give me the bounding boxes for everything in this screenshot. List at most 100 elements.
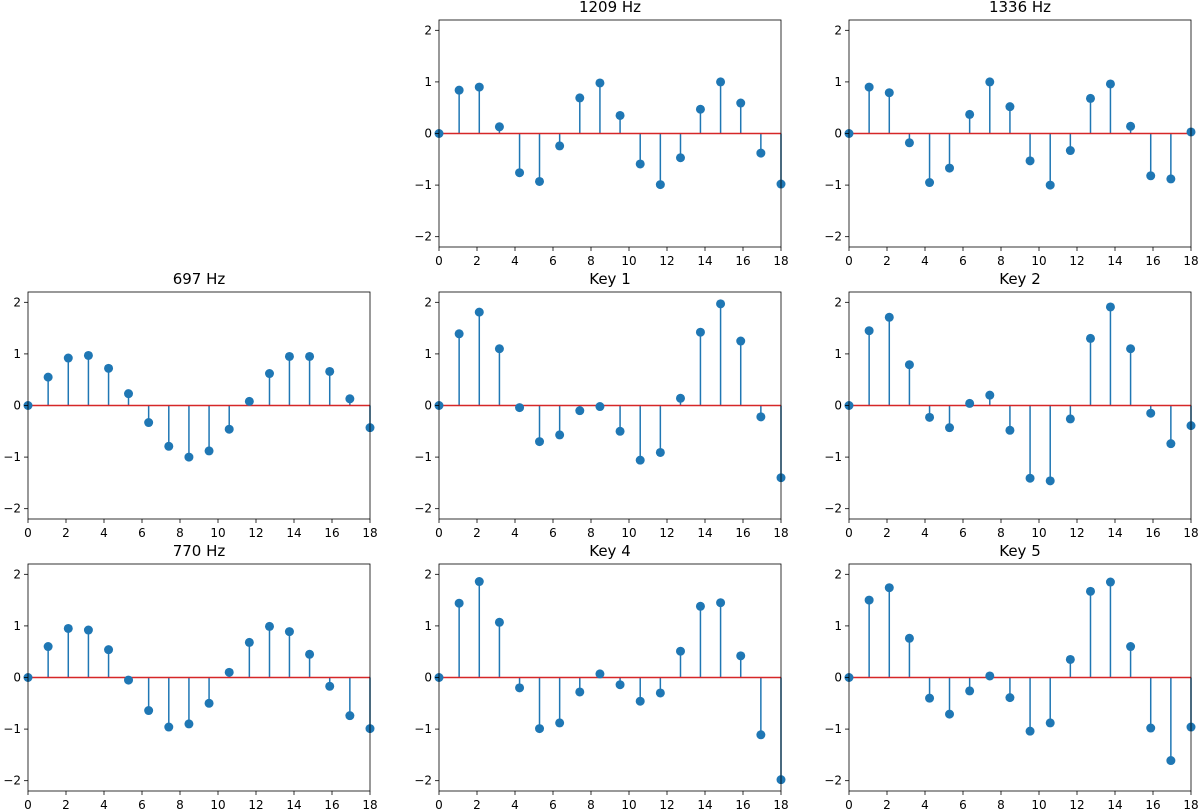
stem-marker <box>1146 408 1156 418</box>
stem-marker <box>864 326 874 336</box>
x-tick-label: 16 <box>735 798 750 811</box>
stem-marker <box>63 353 73 363</box>
stem-marker <box>184 452 194 462</box>
stem-marker <box>635 696 645 706</box>
y-tick-label: 2 <box>13 295 21 309</box>
stem-marker <box>655 180 665 190</box>
y-tick-label: 1 <box>424 619 432 633</box>
stem-marker <box>305 351 315 361</box>
subplot-title: Key 1 <box>589 270 631 288</box>
x-tick-label: 16 <box>735 254 750 268</box>
stem-marker <box>736 98 746 108</box>
stem-marker <box>736 336 746 346</box>
y-tick-label: 0 <box>834 127 842 141</box>
x-tick-label: 6 <box>549 526 557 540</box>
x-tick-label: 2 <box>473 526 481 540</box>
stem-marker <box>345 394 355 404</box>
x-tick-label: 8 <box>587 798 595 811</box>
stem-marker <box>1085 586 1095 596</box>
stem-marker <box>904 138 914 148</box>
stem-marker <box>555 430 565 440</box>
stem-marker <box>494 344 504 354</box>
stem-marker <box>1065 654 1075 664</box>
x-tick-label: 6 <box>549 254 557 268</box>
stem-marker <box>555 141 565 151</box>
x-tick-label: 6 <box>138 526 146 540</box>
x-tick-label: 4 <box>511 526 519 540</box>
stem-marker <box>945 423 955 433</box>
stem-marker <box>1045 476 1055 486</box>
y-tick-label: 0 <box>424 671 432 685</box>
y-tick-label: 0 <box>13 671 21 685</box>
x-tick-label: 18 <box>1183 254 1198 268</box>
x-tick-label: 0 <box>435 254 443 268</box>
stem-marker <box>144 706 154 716</box>
subplot-title: 1209 Hz <box>579 0 641 16</box>
y-tick-label: −2 <box>3 502 21 516</box>
y-tick-label: −2 <box>824 502 842 516</box>
x-tick-label: 16 <box>324 526 339 540</box>
stem-marker <box>124 389 134 399</box>
x-tick-label: 16 <box>735 526 750 540</box>
y-tick-label: 2 <box>834 295 842 309</box>
stem-marker <box>736 651 746 661</box>
x-tick-label: 4 <box>921 526 929 540</box>
stem-marker <box>695 104 705 114</box>
y-tick-label: −1 <box>414 450 432 464</box>
stem-marker <box>1045 718 1055 728</box>
stem-marker <box>756 412 766 422</box>
y-tick-label: 2 <box>834 23 842 37</box>
x-tick-label: 4 <box>100 526 108 540</box>
stem-marker <box>655 447 665 457</box>
x-tick-label: 18 <box>362 526 377 540</box>
stem-marker <box>325 681 335 691</box>
stem-marker <box>615 110 625 120</box>
x-tick-label: 10 <box>621 254 636 268</box>
stem-marker <box>864 595 874 605</box>
x-tick-label: 18 <box>1183 526 1198 540</box>
stem-marker <box>1005 693 1015 703</box>
stem-marker <box>575 687 585 697</box>
x-tick-label: 8 <box>587 254 595 268</box>
stem-marker <box>925 693 935 703</box>
x-tick-label: 12 <box>1069 526 1084 540</box>
stem-marker <box>305 649 315 659</box>
stem-marker <box>1085 333 1095 343</box>
y-tick-label: 0 <box>13 399 21 413</box>
y-tick-label: −1 <box>824 450 842 464</box>
x-tick-label: 18 <box>773 798 788 811</box>
x-tick-label: 4 <box>921 254 929 268</box>
y-tick-label: 0 <box>834 399 842 413</box>
y-tick-label: 0 <box>834 671 842 685</box>
x-tick-label: 2 <box>883 526 891 540</box>
stem-marker <box>104 645 114 655</box>
stem-marker <box>985 390 995 400</box>
stem-marker <box>1146 171 1156 181</box>
stem-marker <box>925 178 935 188</box>
x-tick-label: 6 <box>959 526 967 540</box>
x-tick-label: 12 <box>248 798 263 811</box>
x-tick-label: 16 <box>1145 254 1160 268</box>
x-tick-label: 14 <box>286 526 301 540</box>
y-tick-label: 2 <box>424 295 432 309</box>
stem-marker <box>264 369 274 379</box>
stem-marker <box>1105 302 1115 312</box>
x-tick-label: 6 <box>138 798 146 811</box>
stem-marker <box>675 153 685 163</box>
stem-marker <box>945 163 955 173</box>
x-tick-label: 0 <box>845 526 853 540</box>
stem-marker <box>474 307 484 317</box>
stem-marker <box>965 398 975 408</box>
stem-marker <box>1045 180 1055 190</box>
y-tick-label: −1 <box>3 722 21 736</box>
stem-marker <box>224 667 234 677</box>
stem-marker <box>675 393 685 403</box>
y-tick-label: −1 <box>824 178 842 192</box>
x-tick-label: 0 <box>845 798 853 811</box>
stem-marker <box>264 621 274 631</box>
stem-marker <box>555 718 565 728</box>
stem-marker <box>1166 439 1176 449</box>
y-tick-label: 1 <box>834 619 842 633</box>
